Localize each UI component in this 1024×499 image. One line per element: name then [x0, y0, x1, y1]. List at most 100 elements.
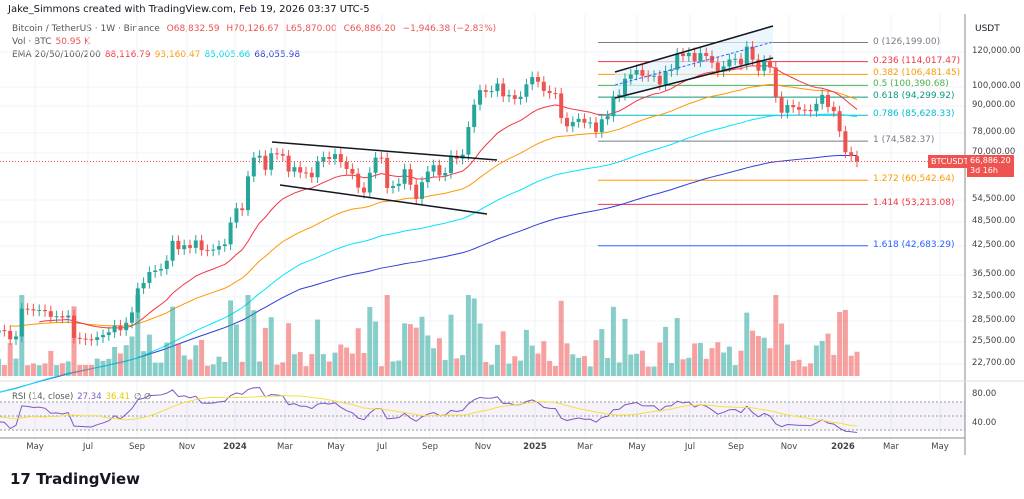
candle — [657, 75, 662, 85]
volume-bar — [848, 355, 854, 376]
candle — [106, 332, 111, 336]
volume-bar — [216, 356, 222, 376]
candle — [739, 58, 743, 65]
volume-bar — [30, 363, 36, 376]
tradingview-logo-icon: 𝟭𝟳 — [10, 470, 31, 488]
volume-bar — [535, 353, 541, 376]
volume-bar — [448, 314, 454, 376]
candle — [164, 260, 169, 269]
volume-bar — [593, 340, 599, 376]
symbol-price-tag: BTCUSDT — [928, 155, 972, 168]
price-tick: 28,500.00 — [972, 315, 1016, 325]
volume-bar — [13, 358, 19, 376]
volume-bar — [175, 343, 181, 376]
fib-level-label: 1 (74,582.37) — [873, 135, 935, 146]
volume-bar — [268, 317, 274, 376]
time-tick: Jul — [376, 442, 388, 452]
volume-bar — [373, 321, 379, 376]
candle — [344, 162, 349, 169]
volume-bar — [825, 333, 831, 376]
candle — [420, 182, 424, 199]
candle — [541, 81, 546, 91]
candle — [14, 336, 18, 340]
volume-bar — [512, 356, 518, 376]
volume-bar — [842, 309, 848, 376]
candle — [89, 339, 94, 341]
volume-bar — [460, 355, 466, 376]
candle — [686, 52, 691, 57]
time-tick: Sep — [128, 442, 146, 452]
volume-bar — [564, 343, 570, 376]
rsi-ma-value: 36.41 — [105, 392, 130, 402]
candle — [530, 77, 535, 85]
candle — [251, 157, 256, 177]
time-tick: 2025 — [523, 442, 547, 452]
ema200-value: 68,055.98 — [254, 50, 301, 60]
candle — [298, 167, 303, 173]
volume-bar — [367, 307, 373, 376]
candle — [855, 156, 859, 162]
time-tick: May — [628, 442, 646, 452]
volume-bar — [721, 352, 727, 376]
candle — [385, 157, 390, 188]
candle — [391, 186, 395, 188]
candle — [95, 337, 100, 341]
volume-bar — [251, 310, 257, 376]
currency-label[interactable]: USDT — [975, 24, 1000, 34]
volume-bar — [726, 346, 732, 376]
candle — [147, 271, 152, 283]
volume-value: 50.95 K — [55, 37, 91, 47]
volume-bar — [83, 364, 89, 376]
last-price: 66,886.20 — [970, 156, 1011, 165]
volume-bar — [773, 295, 779, 376]
time-tick: Mar — [276, 442, 294, 452]
tradingview-logo[interactable]: 𝟭𝟳 TradingView — [10, 470, 141, 488]
candle — [744, 46, 749, 65]
volume-bar — [587, 366, 593, 376]
rsi-label[interactable]: RSI (14, close) — [12, 392, 74, 402]
volume-bar — [315, 319, 321, 376]
candle — [820, 94, 825, 104]
candle — [66, 315, 71, 318]
volume-bar — [639, 350, 645, 376]
candle — [611, 96, 616, 117]
candle — [785, 105, 790, 113]
candle — [350, 168, 355, 174]
time-tick: Sep — [727, 442, 745, 452]
candle — [483, 90, 488, 92]
volume-bar — [1, 365, 7, 376]
volume-label[interactable]: Vol · BTC — [12, 37, 52, 47]
low-value: L65,870.00 — [285, 24, 337, 34]
candle — [489, 91, 494, 93]
candle — [327, 157, 332, 159]
candle — [710, 55, 714, 63]
candle — [292, 167, 297, 172]
candle — [599, 119, 604, 133]
ema-label[interactable]: EMA 20/50/100/200 — [12, 50, 101, 60]
volume-bar — [291, 354, 297, 376]
volume-bar — [378, 366, 384, 376]
volume-bar — [135, 295, 141, 376]
candle — [367, 172, 372, 193]
volume-bar — [790, 361, 796, 376]
rsi-line — [0, 387, 858, 433]
volume-bar — [709, 348, 715, 376]
volume-bar — [65, 361, 71, 376]
price-tick: 22,700.00 — [972, 358, 1016, 368]
volume-bar — [384, 295, 390, 376]
candle — [112, 325, 117, 333]
candle — [280, 154, 285, 156]
volume-bar — [193, 345, 199, 376]
price-tick: 48,500.00 — [972, 216, 1016, 226]
volume-bar — [129, 336, 135, 376]
volume-bar — [262, 327, 268, 376]
candle — [831, 106, 836, 112]
candle — [25, 308, 30, 310]
volume-bar — [796, 359, 802, 376]
ema20-line — [39, 65, 858, 329]
volume-bar — [477, 323, 483, 376]
candle — [77, 337, 82, 339]
symbol-title[interactable]: Bitcoin / TetherUS · 1W · Binance — [12, 24, 160, 34]
volume-bar — [645, 366, 651, 376]
